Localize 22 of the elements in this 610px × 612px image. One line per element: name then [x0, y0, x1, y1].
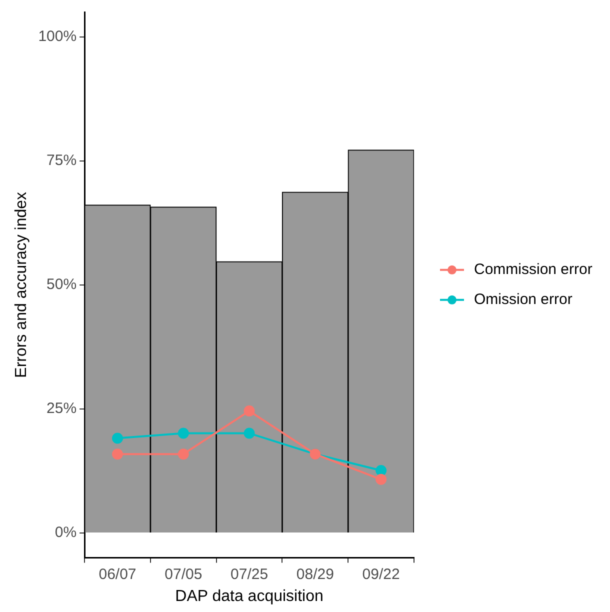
- point: [112, 432, 124, 444]
- point: [244, 405, 255, 416]
- y-tick-label: 75%: [46, 152, 77, 169]
- y-axis-title: Errors and accuracy index: [13, 192, 30, 378]
- point: [376, 474, 387, 485]
- legend-label: Omission error: [474, 291, 572, 308]
- x-tick-label: 07/05: [164, 566, 202, 583]
- x-tick-label: 08/29: [296, 566, 334, 583]
- y-tick-label: 100%: [38, 28, 77, 45]
- point: [178, 428, 189, 439]
- point: [112, 448, 124, 460]
- point: [178, 448, 189, 460]
- y-tick-label: 25%: [46, 400, 77, 418]
- y-tick-label: 0%: [54, 524, 77, 542]
- legend-label: Commission error: [474, 261, 592, 278]
- x-tick-label: 06/07: [98, 566, 136, 583]
- x-axis-title: DAP data acquisition: [175, 588, 324, 605]
- y-tick-label: 50%: [46, 276, 77, 294]
- x-tick-label: 07/25: [230, 566, 268, 583]
- x-tick-label: 09/22: [362, 566, 400, 583]
- point: [376, 464, 387, 476]
- point: [244, 428, 255, 439]
